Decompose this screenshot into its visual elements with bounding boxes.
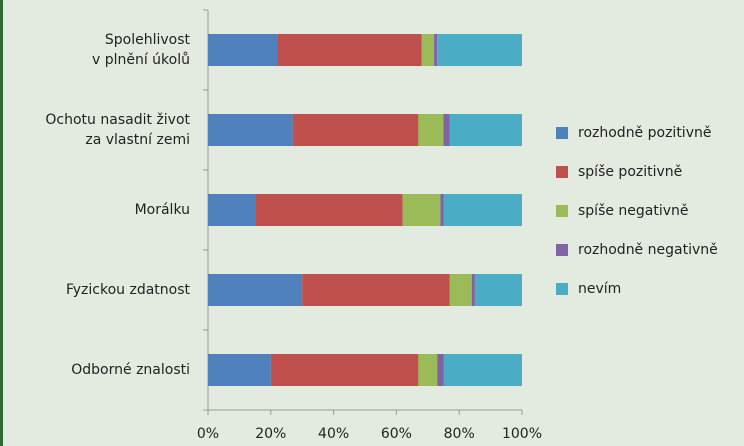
x-tick-label: 80%	[444, 426, 475, 442]
bar-segment	[474, 274, 522, 306]
category-label: Morálku	[135, 202, 190, 218]
legend-label: spíše pozitivně	[578, 164, 682, 180]
bar-segment	[437, 34, 522, 66]
x-tick-label: 60%	[381, 426, 412, 442]
bar-segment	[471, 274, 475, 306]
bar-segment	[449, 274, 472, 306]
bar-segment	[437, 354, 444, 386]
bar-segment	[443, 114, 450, 146]
bar-segment	[208, 274, 303, 306]
legend-label: spíše negativně	[578, 203, 689, 219]
category-label: Fyzickou zdatnost	[66, 282, 191, 298]
category-label: Spolehlivost v plnění úkolů	[92, 32, 191, 68]
x-tick-label: 40%	[318, 426, 349, 442]
left-border	[0, 0, 3, 446]
x-tick-label: 0%	[197, 426, 219, 442]
legend-swatch	[556, 205, 568, 217]
bar-segment	[255, 194, 403, 226]
bar-segment	[443, 354, 522, 386]
bar-segment	[443, 194, 522, 226]
bar-segment	[440, 194, 444, 226]
bar-segment	[434, 34, 438, 66]
legend-swatch	[556, 166, 568, 178]
bar-segment	[418, 354, 438, 386]
bar-segment	[302, 274, 450, 306]
x-tick-label: 100%	[502, 426, 542, 442]
bar-segment	[418, 114, 444, 146]
bar-segment	[277, 34, 422, 66]
legend-swatch	[556, 283, 568, 295]
bar-segment	[449, 114, 522, 146]
bar-segment	[208, 34, 278, 66]
x-tick-label: 20%	[255, 426, 286, 442]
bar-segment	[402, 194, 441, 226]
bar-segment	[208, 354, 271, 386]
bar-segment	[421, 34, 435, 66]
legend-swatch	[556, 127, 568, 139]
bar-segment	[270, 354, 419, 386]
legend-label: nevím	[578, 281, 621, 297]
bar-segment	[208, 114, 293, 146]
legend-label: rozhodně pozitivně	[578, 125, 711, 141]
bar-segment	[208, 194, 256, 226]
legend-swatch	[556, 244, 568, 256]
category-label: Ochotu nasadit život za vlastní zemi	[45, 112, 190, 148]
category-label: Odborné znalosti	[71, 362, 190, 378]
bar-segment	[292, 114, 419, 146]
legend-label: rozhodně negativně	[578, 242, 718, 258]
